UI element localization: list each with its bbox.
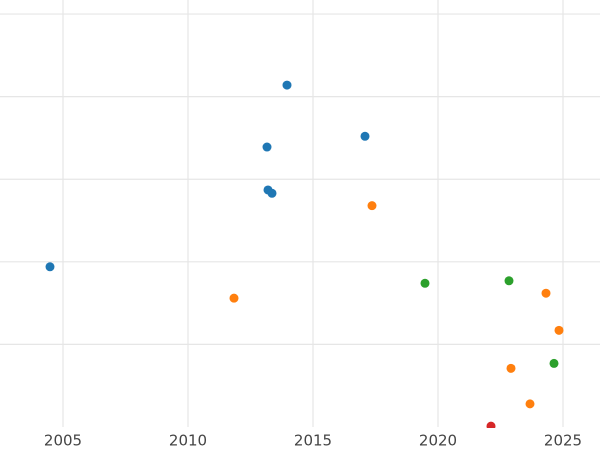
point [541,288,551,298]
point [45,262,55,272]
point [506,363,516,373]
point [229,293,239,303]
x-tick-label: 2015 [294,432,332,450]
point [282,80,292,90]
x-tick-label: 2020 [419,432,457,450]
points [45,80,564,428]
grid [0,0,600,427]
point [262,142,272,152]
point [367,201,377,211]
x-tick-label: 2010 [169,432,207,450]
x-tick-label: 2025 [544,432,582,450]
point [420,278,430,288]
point [525,399,535,409]
point [267,188,277,198]
point [554,325,564,335]
point [549,358,559,368]
point [504,276,514,286]
point [486,421,496,428]
x-tick-label: 2005 [44,432,82,450]
point [360,131,370,141]
